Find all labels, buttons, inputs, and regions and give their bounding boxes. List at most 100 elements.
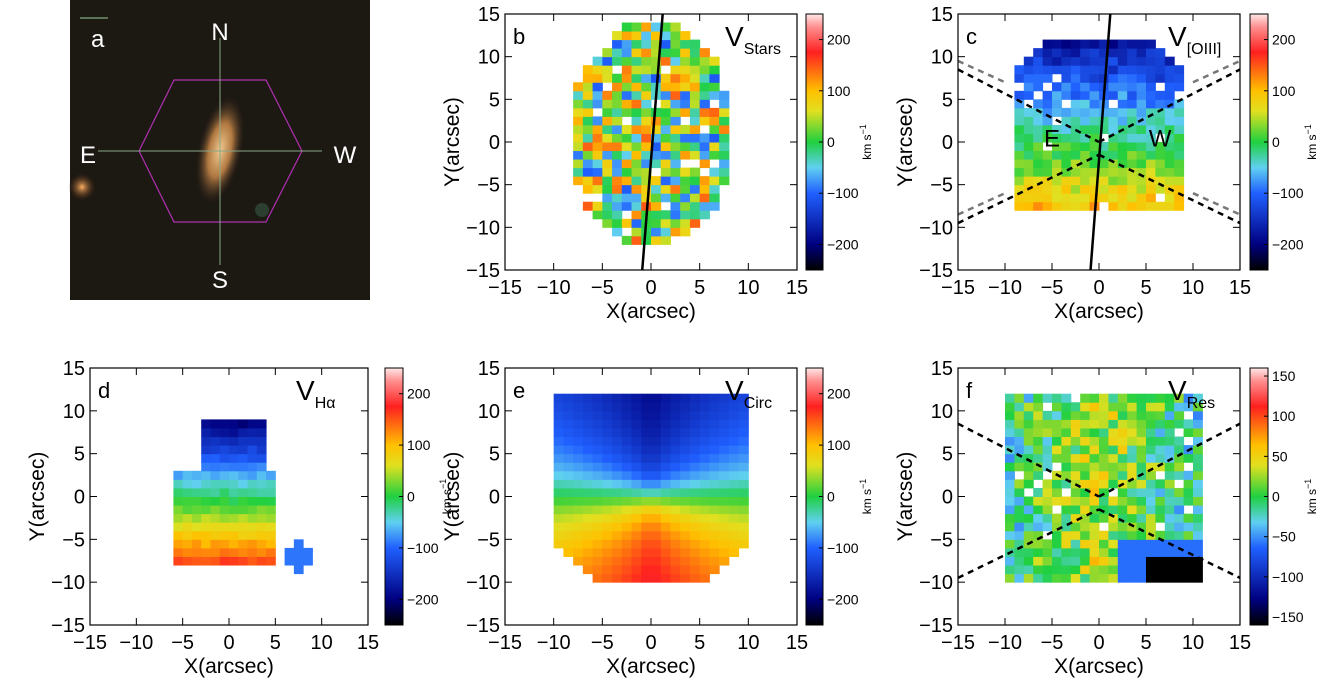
map-cell bbox=[1089, 513, 1100, 523]
map-cell bbox=[1080, 505, 1091, 515]
x-tick-label: 15 bbox=[1229, 632, 1251, 654]
colorbar-tick-label: −50 bbox=[1272, 529, 1296, 545]
map-cell bbox=[592, 539, 603, 549]
map-cell bbox=[592, 167, 603, 177]
map-cell bbox=[1183, 513, 1194, 523]
map-cell bbox=[728, 513, 740, 523]
map-cell bbox=[1099, 470, 1109, 480]
colorbar-unit: km s bbox=[1305, 134, 1319, 159]
map-cell bbox=[563, 393, 574, 403]
map-cell bbox=[651, 530, 662, 540]
y-tick-label: 15 bbox=[931, 4, 953, 26]
map-cell bbox=[563, 513, 574, 523]
map-cell bbox=[1127, 133, 1138, 143]
map-cell bbox=[1005, 505, 1015, 515]
map-cell bbox=[573, 116, 584, 126]
map-cell bbox=[612, 218, 623, 228]
map-cell bbox=[621, 556, 633, 566]
map-cell bbox=[660, 573, 671, 583]
map-cell bbox=[1155, 445, 1166, 455]
map-cell bbox=[1174, 410, 1185, 420]
map-cell bbox=[660, 462, 671, 472]
map-cell bbox=[651, 133, 662, 143]
map-cell bbox=[1023, 565, 1034, 575]
map-cell bbox=[709, 65, 720, 75]
map-cell bbox=[728, 539, 740, 549]
title-sub: Circ bbox=[744, 395, 772, 412]
map-cell bbox=[1174, 82, 1185, 92]
map-cell bbox=[573, 547, 584, 557]
map-cell bbox=[689, 193, 701, 203]
map-cell bbox=[1052, 530, 1062, 540]
map-cell bbox=[592, 427, 603, 438]
y-axis-label: Y(arcsec) bbox=[26, 452, 49, 542]
y-tick-label: 15 bbox=[931, 358, 953, 380]
map-cell bbox=[1155, 99, 1166, 109]
map-cell bbox=[651, 218, 662, 228]
map-cell bbox=[699, 150, 710, 160]
map-cell bbox=[219, 496, 230, 506]
map-cell bbox=[631, 48, 642, 58]
map-cell bbox=[1014, 505, 1025, 515]
map-cell bbox=[1136, 402, 1147, 412]
map-cell bbox=[210, 419, 221, 429]
map-cell bbox=[1070, 565, 1081, 575]
map-cell bbox=[1146, 513, 1156, 523]
map-cell bbox=[670, 150, 681, 160]
map-cell bbox=[699, 539, 710, 549]
map-cell bbox=[641, 547, 652, 557]
map-cell bbox=[670, 556, 681, 566]
map-cell bbox=[641, 99, 652, 109]
map-cell bbox=[709, 470, 720, 480]
map-cell bbox=[699, 210, 710, 220]
map-cell bbox=[201, 427, 211, 438]
map-cell bbox=[680, 539, 691, 549]
map-cell bbox=[592, 487, 603, 497]
map-cell bbox=[1155, 547, 1166, 557]
map-cell bbox=[709, 410, 720, 420]
map-cell bbox=[670, 427, 681, 438]
map-cell bbox=[651, 116, 662, 126]
map-cell bbox=[1089, 133, 1100, 143]
map-cell bbox=[709, 82, 720, 92]
map-cell bbox=[1108, 462, 1119, 472]
map-cell bbox=[1146, 124, 1156, 134]
map-cell bbox=[1146, 73, 1156, 83]
map-cell bbox=[201, 453, 211, 463]
x-tick-label: −15 bbox=[488, 632, 522, 654]
map-cell bbox=[201, 556, 211, 566]
colorbar-tick-label: −100 bbox=[1272, 185, 1304, 201]
colorbar-unit: km s bbox=[1305, 489, 1319, 514]
map-cell bbox=[1127, 539, 1138, 549]
map-cell bbox=[1174, 436, 1185, 446]
map-cell bbox=[592, 453, 603, 463]
map-cell bbox=[1136, 393, 1147, 403]
map-cell bbox=[689, 565, 701, 575]
map-cell bbox=[699, 159, 710, 169]
map-cell bbox=[602, 505, 613, 515]
map-cell bbox=[256, 513, 267, 523]
map-cell bbox=[689, 167, 701, 177]
map-cell bbox=[219, 487, 230, 497]
map-cell bbox=[1127, 393, 1138, 403]
title-main: V bbox=[1168, 375, 1187, 406]
map-cell bbox=[1099, 124, 1109, 134]
map-cell bbox=[563, 445, 574, 455]
map-cell bbox=[1108, 573, 1119, 583]
map-cell bbox=[563, 479, 574, 489]
map-cell bbox=[651, 470, 662, 480]
map-cell bbox=[1108, 410, 1119, 420]
map-cell bbox=[1193, 445, 1203, 455]
map-cell bbox=[602, 573, 613, 583]
map-cell bbox=[1127, 530, 1138, 540]
map-cell bbox=[256, 470, 267, 480]
map-cell bbox=[1183, 479, 1194, 489]
map-cell bbox=[1136, 539, 1147, 549]
map-cell bbox=[1155, 393, 1166, 403]
map-cell bbox=[602, 201, 613, 211]
map-cell bbox=[1108, 133, 1119, 143]
map-cell bbox=[680, 56, 691, 66]
map-cell bbox=[651, 410, 662, 420]
y-tick-label: 0 bbox=[489, 132, 500, 154]
map-cell bbox=[1108, 73, 1119, 83]
